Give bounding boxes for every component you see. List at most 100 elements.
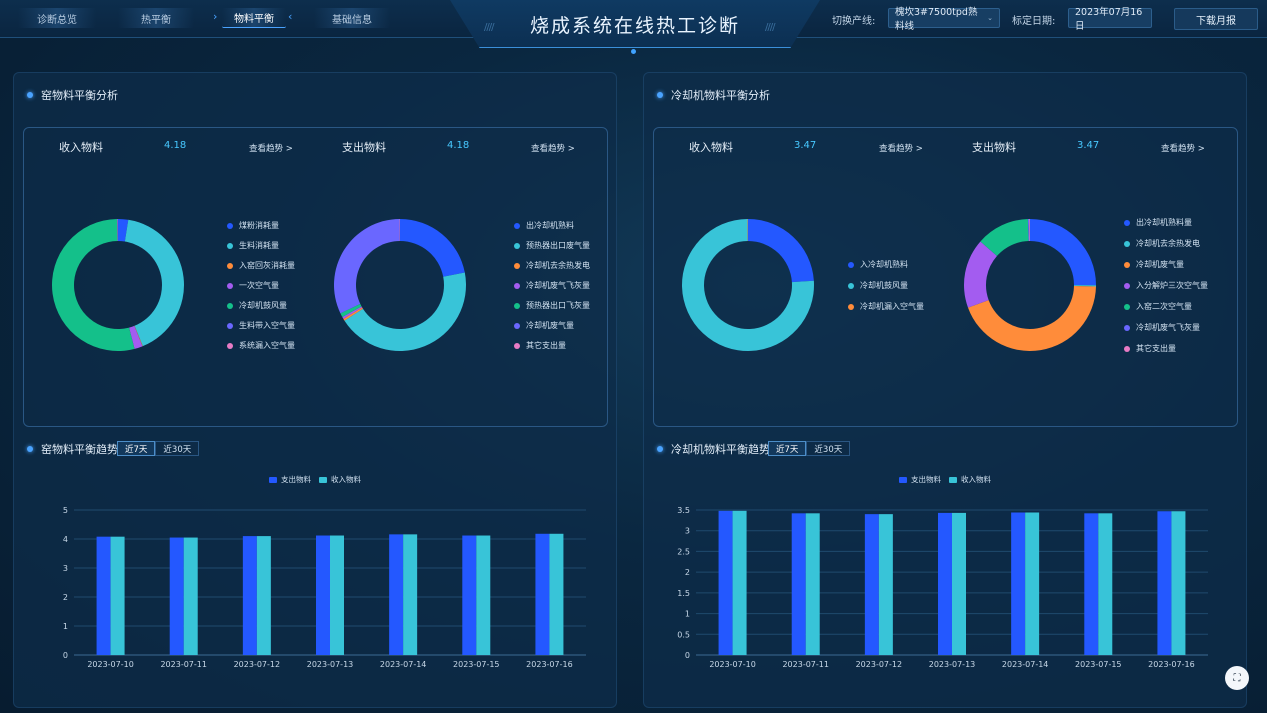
tab-material-balance[interactable]: 物料平衡: [222, 8, 286, 28]
kiln-outcome-slice-4[interactable]: [340, 303, 362, 318]
kiln-outcome-slice-3[interactable]: [342, 306, 363, 319]
cooler-outcome-legend-item[interactable]: 入窑二次空气量: [1124, 301, 1192, 312]
tab-diagnosis-overview[interactable]: 诊断总览: [18, 8, 96, 28]
kiln-outcome-legend-label: 其它支出量: [526, 341, 566, 350]
cooler-trend-bar-income[interactable]: [1025, 512, 1040, 655]
cooler-outcome-slice-4[interactable]: [980, 219, 1029, 256]
kiln-income-slice-2[interactable]: [134, 325, 143, 347]
cooler-outcome-slice-5[interactable]: [1027, 219, 1030, 242]
cooler-outcome-slice-6[interactable]: [1029, 219, 1030, 242]
cooler-analysis-box: [653, 127, 1238, 427]
cooler-trend-bar-income[interactable]: [878, 514, 893, 655]
tab-basic-info[interactable]: 基础信息: [314, 8, 390, 28]
cooler-trend-bar-income[interactable]: [732, 510, 747, 655]
download-report-button[interactable]: 下载月报: [1174, 8, 1258, 30]
line-select[interactable]: 槐坎3#7500tpd熟料线 ⌄: [888, 7, 1000, 32]
kiln-outcome-slice-0[interactable]: [400, 219, 465, 277]
cooler-outcome-legend-item[interactable]: 入分解炉三次空气量: [1124, 280, 1208, 291]
kiln-income-legend-item[interactable]: 煤粉消耗量: [227, 220, 279, 231]
kiln-section-title-text: 窑物料平衡分析: [41, 89, 118, 102]
kiln-range-7days[interactable]: 近7天: [117, 441, 156, 456]
kiln-outcome-slice-5[interactable]: [334, 219, 400, 314]
kiln-trend-bar-income[interactable]: [330, 535, 344, 655]
kiln-trend-bar-outcome[interactable]: [169, 537, 184, 655]
cooler-outcome-slice-0[interactable]: [1030, 219, 1096, 286]
tab-heat-balance[interactable]: 热平衡: [118, 8, 194, 28]
kiln-income-slice-5[interactable]: [117, 219, 118, 242]
kiln-trend-y-tick-label: 2: [63, 593, 68, 602]
kiln-income-slice-0[interactable]: [118, 219, 129, 242]
cooler-trend-bar-outcome[interactable]: [791, 513, 806, 655]
cooler-trend-bar-outcome[interactable]: [718, 510, 733, 655]
cooler-trend-y-tick-label: 2.5: [677, 547, 690, 556]
kiln-outcome-legend-item[interactable]: 预热器出口废气量: [514, 240, 590, 251]
kiln-trend-bar-outcome[interactable]: [242, 536, 257, 655]
kiln-outcome-legend-item[interactable]: 出冷却机熟料: [514, 220, 574, 231]
cooler-income-slice-1[interactable]: [682, 219, 814, 351]
cooler-outcome-legend-item[interactable]: 其它支出量: [1124, 343, 1176, 354]
kiln-trend-bar-income[interactable]: [476, 535, 491, 655]
cooler-trend-bar-income[interactable]: [805, 513, 820, 655]
cooler-outcome-legend-item[interactable]: 冷却机废气量: [1124, 259, 1184, 270]
kiln-trend-bar-income[interactable]: [183, 537, 198, 655]
kiln-income-legend-item[interactable]: 系统漏入空气量: [227, 340, 295, 351]
kiln-outcome-legend-item[interactable]: 预热器出口飞灰量: [514, 300, 590, 311]
kiln-outcome-legend-item[interactable]: 冷却机废气飞灰量: [514, 280, 590, 291]
outcome-legend-swatch: [899, 476, 907, 483]
cooler-outcome-slice-3[interactable]: [964, 241, 997, 308]
cooler-range-7days[interactable]: 近7天: [768, 441, 807, 456]
cooler-income-legend-item[interactable]: 冷却机鼓风量: [848, 280, 908, 291]
kiln-income-legend-item[interactable]: 入窑回灰消耗量: [227, 260, 295, 271]
cooler-outcome-trend-link[interactable]: 查看趋势 >: [1161, 144, 1205, 154]
fullscreen-button[interactable]: ⛶: [1225, 666, 1249, 690]
cooler-trend-bar-outcome[interactable]: [864, 514, 879, 655]
kiln-income-legend-item[interactable]: 冷却机鼓风量: [227, 300, 287, 311]
cooler-outcome-slice-2[interactable]: [967, 285, 1096, 351]
cooler-income-slice-0[interactable]: [748, 219, 814, 283]
kiln-income-slice-3[interactable]: [129, 325, 143, 349]
kiln-income-legend-item[interactable]: 生料带入空气量: [227, 320, 295, 331]
kiln-outcome-slice-2[interactable]: [343, 307, 363, 321]
cooler-trend-bar-outcome[interactable]: [938, 512, 952, 655]
kiln-income-donut-slices: [52, 219, 184, 351]
cooler-trend-bar-income[interactable]: [952, 512, 966, 655]
cooler-income-legend-item[interactable]: 冷却机漏入空气量: [848, 301, 924, 312]
cooler-trend-bar-income[interactable]: [1098, 513, 1113, 655]
cooler-trend-bar-outcome[interactable]: [1157, 511, 1172, 655]
cooler-outcome-legend-item[interactable]: 出冷却机熟料量: [1124, 217, 1192, 228]
kiln-outcome-slice-1[interactable]: [344, 272, 466, 351]
kiln-income-legend-label: 冷却机鼓风量: [239, 301, 287, 310]
cooler-trend-bar-outcome[interactable]: [1011, 512, 1026, 655]
cooler-income-legend-item[interactable]: 入冷却机熟料: [848, 259, 908, 270]
cooler-income-trend-link[interactable]: 查看趋势 >: [879, 144, 923, 154]
kiln-trend-bar-outcome[interactable]: [389, 534, 404, 655]
kiln-income-legend-item[interactable]: 生料消耗量: [227, 240, 279, 251]
kiln-income-legend-item[interactable]: 一次空气量: [227, 280, 279, 291]
kiln-trend-bar-income[interactable]: [549, 533, 564, 655]
cooler-outcome-legend-item[interactable]: 冷却机去余热发电: [1124, 238, 1200, 249]
date-picker[interactable]: 2023年07月16日: [1068, 7, 1152, 32]
kiln-outcome-trend-link[interactable]: 查看趋势 >: [531, 144, 575, 154]
line-switch-label: 切换产线:: [832, 16, 876, 27]
kiln-outcome-legend-item[interactable]: 其它支出量: [514, 340, 566, 351]
kiln-outcome-legend-item[interactable]: 冷却机废气量: [514, 320, 574, 331]
kiln-income-slice-4[interactable]: [52, 219, 135, 351]
kiln-income-slice-1[interactable]: [124, 219, 184, 347]
kiln-trend-bar-outcome[interactable]: [96, 536, 111, 655]
kiln-trend-bar-outcome[interactable]: [535, 533, 550, 655]
kiln-trend-bar-income[interactable]: [256, 536, 271, 655]
cooler-range-30days[interactable]: 近30天: [806, 441, 851, 456]
cooler-outcome-slice-1[interactable]: [1073, 285, 1096, 287]
kiln-trend-bar-income[interactable]: [110, 536, 125, 655]
legend-dot-icon: [227, 302, 233, 309]
kiln-outcome-legend-item[interactable]: 冷却机去余热发电: [514, 260, 590, 271]
kiln-trend-bar-outcome[interactable]: [316, 535, 330, 655]
kiln-trend-bar-outcome[interactable]: [462, 535, 477, 655]
cooler-outcome-legend-item[interactable]: 冷却机废气飞灰量: [1124, 322, 1200, 333]
kiln-range-30days[interactable]: 近30天: [155, 441, 200, 456]
kiln-analysis-box: [23, 127, 608, 427]
cooler-trend-bar-income[interactable]: [1171, 511, 1186, 655]
kiln-income-trend-link[interactable]: 查看趋势 >: [249, 144, 293, 154]
cooler-trend-bar-outcome[interactable]: [1084, 513, 1099, 655]
kiln-trend-bar-income[interactable]: [403, 534, 418, 655]
